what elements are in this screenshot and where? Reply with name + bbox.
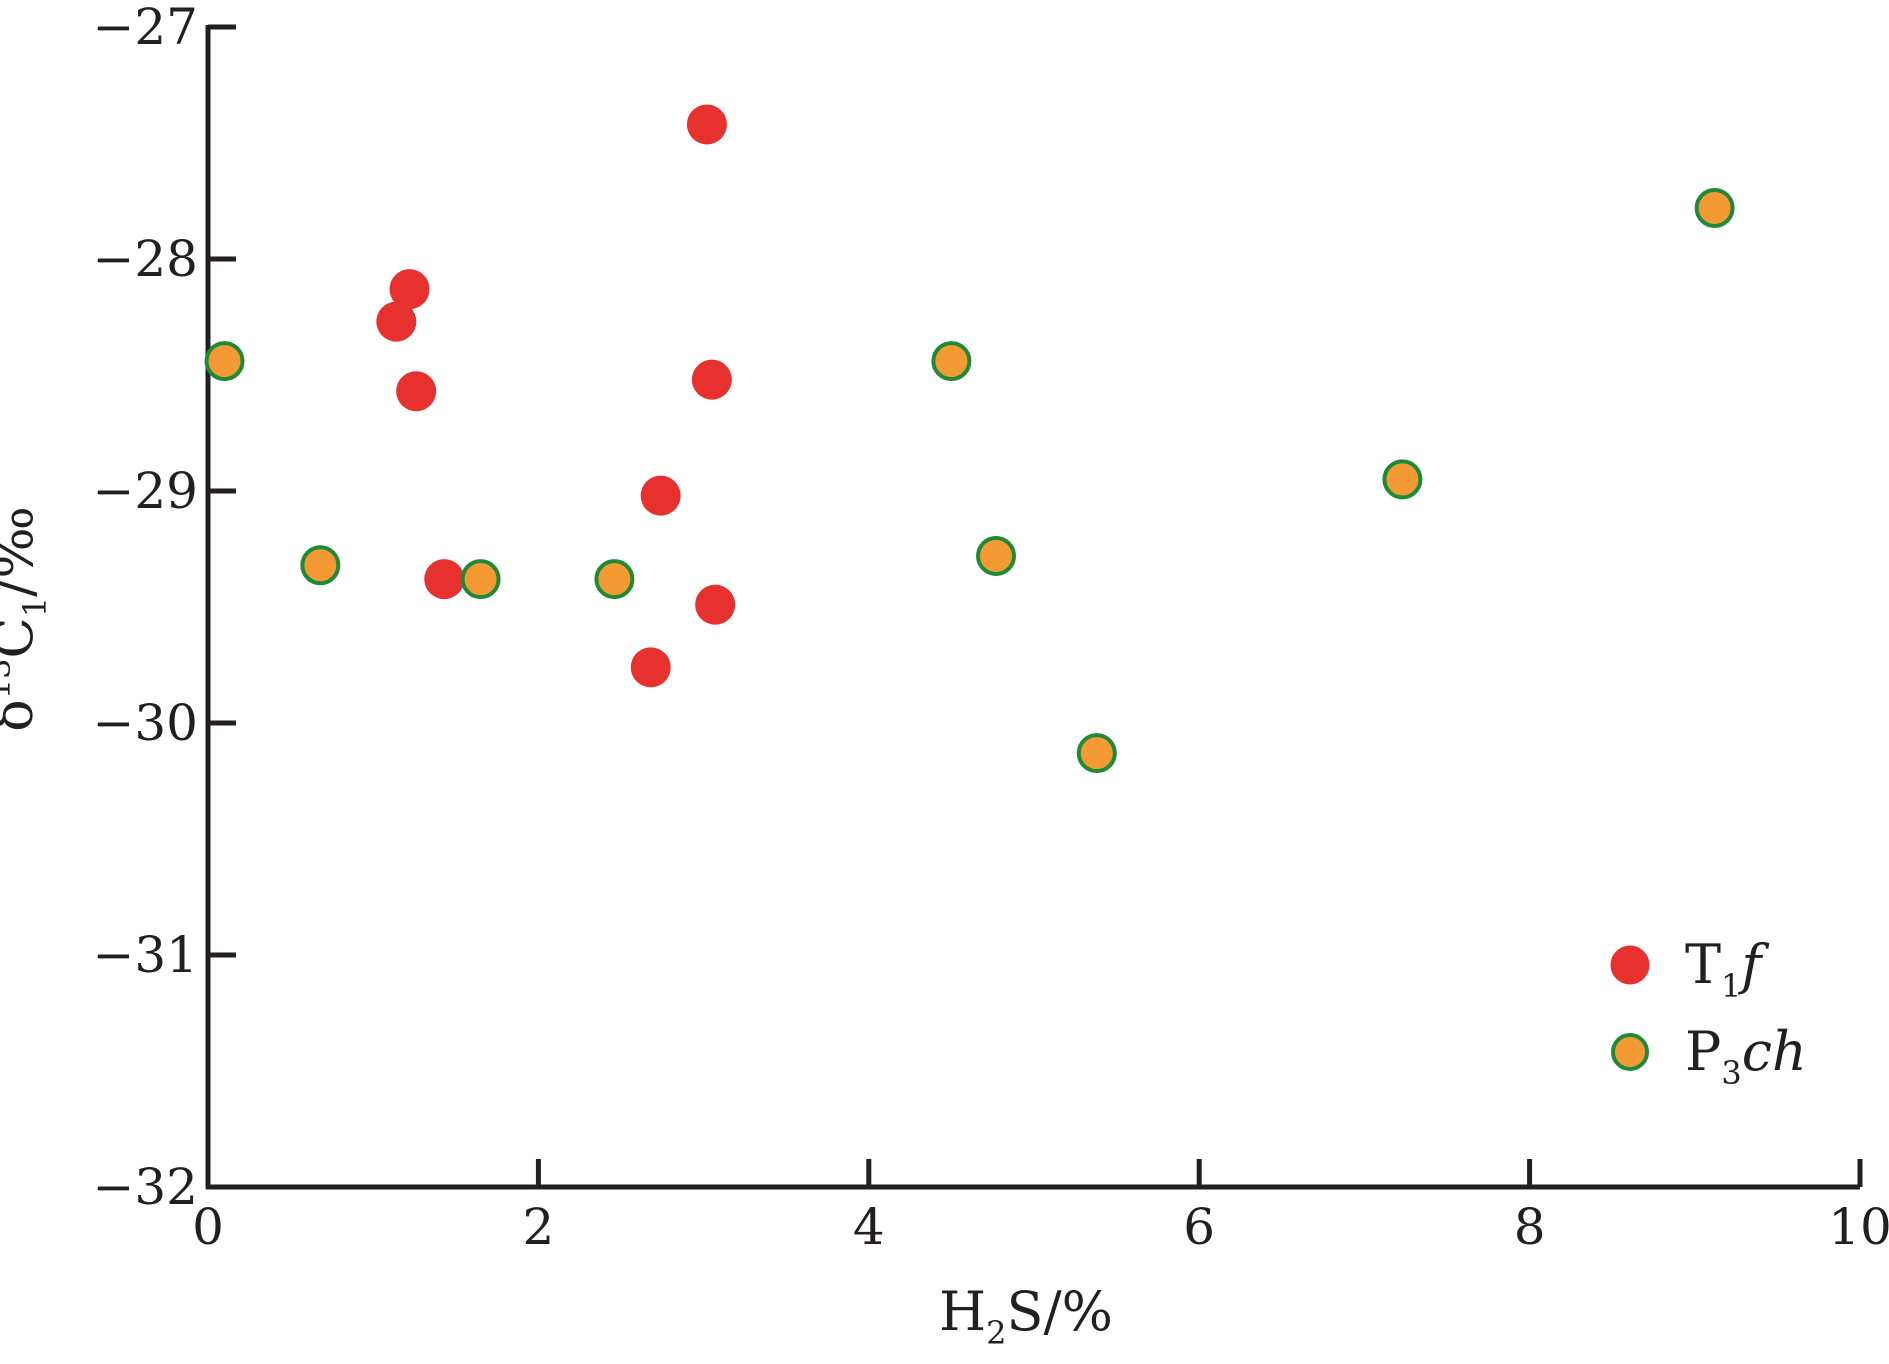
x-axis-ticks: 0 2 4 6 8 10 xyxy=(192,1159,1889,1256)
y-axis-title-subscript: 1 xyxy=(16,597,54,617)
y-tick-label: −29 xyxy=(92,462,198,520)
legend-item-t1f: T1f xyxy=(1610,933,1769,1005)
chart-legend: T1f P3ch xyxy=(1610,933,1807,1092)
legend-label-p3ch-base: P xyxy=(1685,1020,1721,1083)
data-point-t1f xyxy=(376,301,417,342)
data-point-p3ch xyxy=(300,545,341,586)
data-point-t1f xyxy=(630,647,671,688)
data-point-t1f xyxy=(691,359,732,400)
legend-marker-p3ch xyxy=(1611,1033,1649,1071)
y-tick-label: −31 xyxy=(92,926,198,984)
y-axis-title-rest: /‰ xyxy=(0,506,45,597)
legend-label-t1f: T1f xyxy=(1685,933,1769,1005)
legend-label-p3ch-subscript: 3 xyxy=(1721,1054,1741,1092)
legend-label-t1f-italic: f xyxy=(1737,933,1769,996)
data-point-t1f xyxy=(686,104,727,145)
data-points xyxy=(204,104,1735,774)
legend-label-p3ch-italic: ch xyxy=(1742,1020,1807,1083)
data-point-t1f xyxy=(424,559,465,600)
y-tick-label: −30 xyxy=(92,694,198,752)
x-axis-title-rest: S/% xyxy=(1006,1280,1113,1343)
data-point-t1f xyxy=(389,269,430,310)
y-axis-title-superscript: 13 xyxy=(0,659,18,700)
data-point-p3ch xyxy=(1694,187,1735,228)
legend-label-t1f-base: T xyxy=(1685,933,1721,996)
y-axis-title: δ13C1/‰ xyxy=(0,506,54,732)
chart-axes: −27 −28 −29 −30 −31 −32 0 2 4 6 8 10 xyxy=(92,0,1889,1256)
legend-marker-t1f xyxy=(1610,945,1650,985)
data-point-p3ch xyxy=(931,341,972,382)
data-point-p3ch xyxy=(976,535,1017,576)
legend-label-t1f-subscript: 1 xyxy=(1721,967,1741,1005)
data-point-t1f xyxy=(640,475,681,516)
x-axis-title: H2S/% xyxy=(939,1280,1113,1352)
x-tick-label: 2 xyxy=(522,1198,554,1256)
y-axis-ticks: −27 −28 −29 −30 −31 −32 xyxy=(92,0,236,1216)
data-point-p3ch xyxy=(204,341,245,382)
x-tick-label: 0 xyxy=(192,1198,224,1256)
data-point-t1f xyxy=(396,371,437,412)
data-point-p3ch xyxy=(460,559,501,600)
y-tick-label: −32 xyxy=(92,1158,198,1216)
y-tick-label: −27 xyxy=(92,0,198,56)
y-axis-title-base: C xyxy=(0,617,45,658)
data-point-p3ch xyxy=(1076,733,1117,774)
data-point-t1f xyxy=(695,584,736,625)
data-point-p3ch xyxy=(1382,459,1423,500)
x-axis-title-base: H xyxy=(939,1280,986,1343)
legend-item-p3ch: P3ch xyxy=(1611,1020,1807,1092)
y-axis-title-delta: δ xyxy=(0,699,45,732)
x-axis-title-subscript: 2 xyxy=(986,1314,1006,1352)
y-tick-label: −28 xyxy=(92,230,198,288)
data-point-p3ch xyxy=(594,559,635,600)
x-tick-label: 10 xyxy=(1828,1198,1889,1256)
legend-label-p3ch: P3ch xyxy=(1685,1020,1807,1092)
x-tick-label: 6 xyxy=(1183,1198,1215,1256)
x-tick-label: 8 xyxy=(1514,1198,1546,1256)
x-tick-label: 4 xyxy=(853,1198,885,1256)
